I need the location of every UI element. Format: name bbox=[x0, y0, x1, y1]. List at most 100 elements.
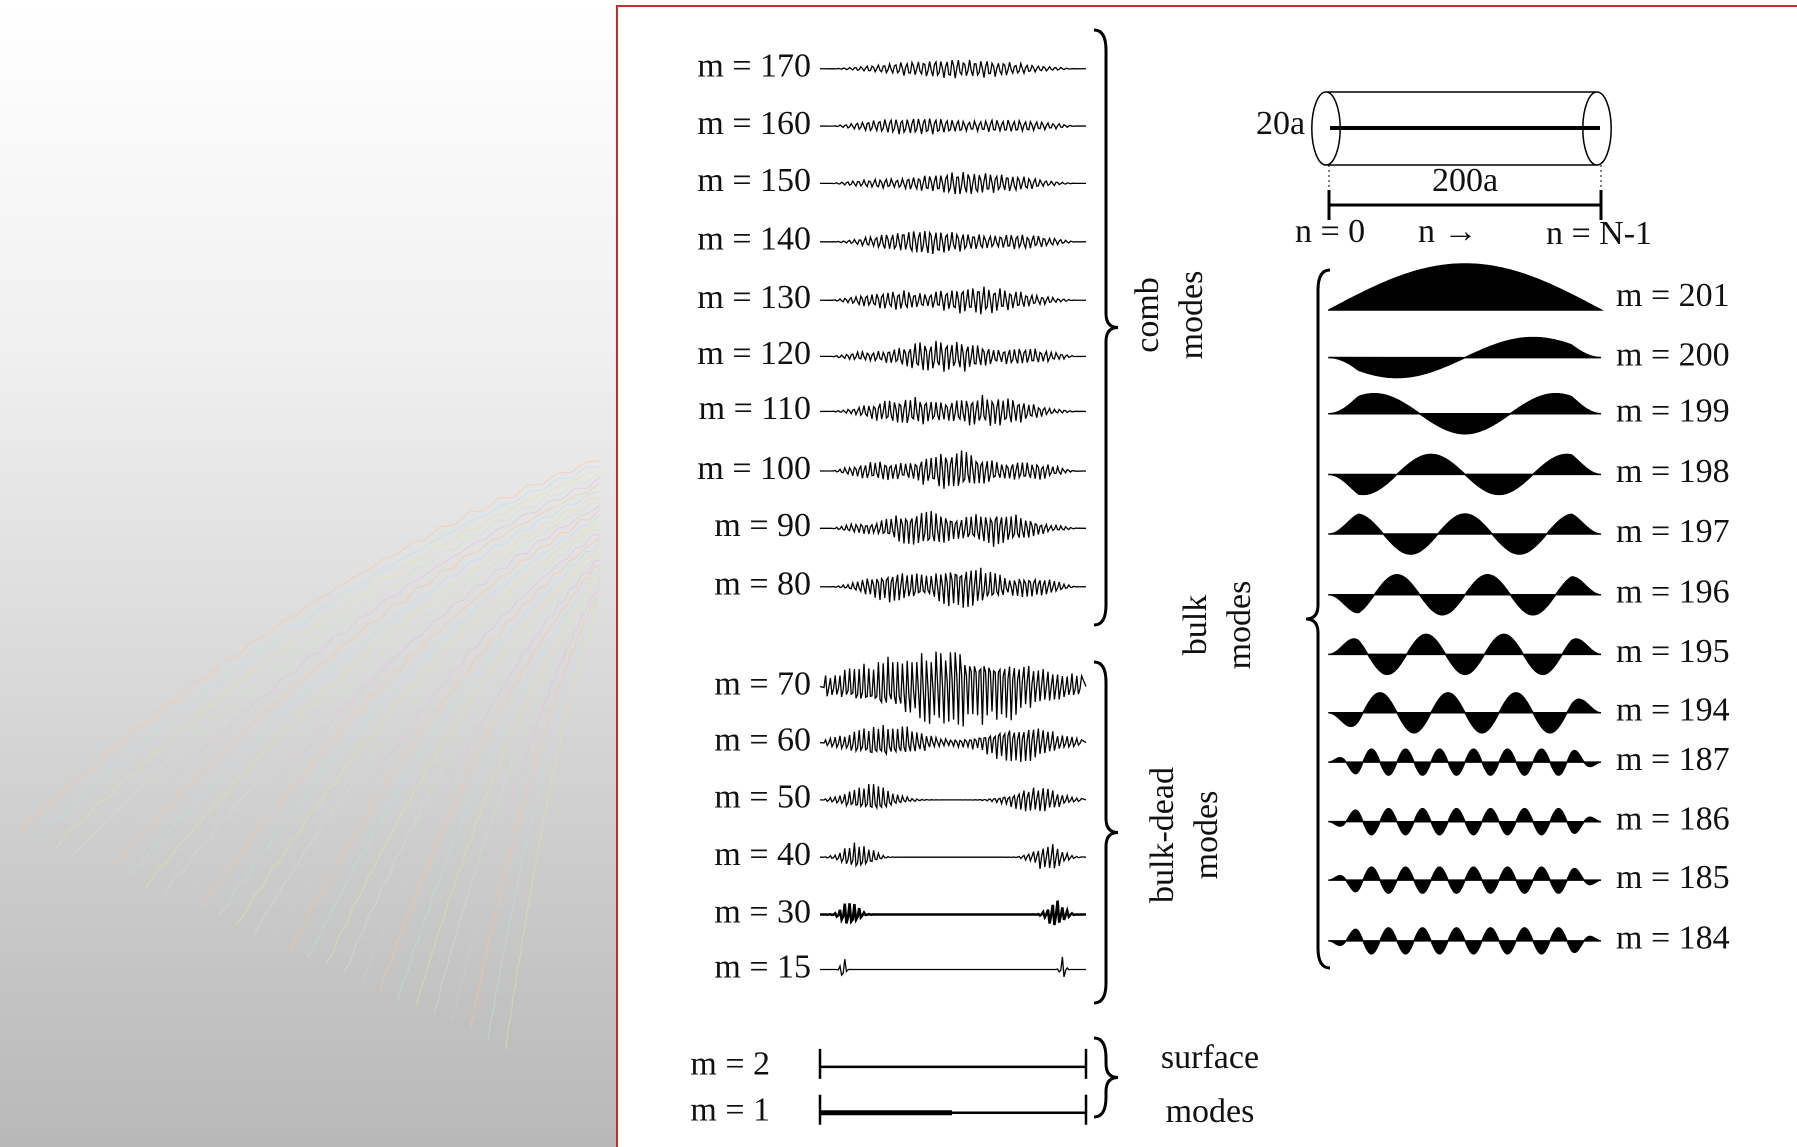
mode-label: m = 199 bbox=[1616, 393, 1730, 430]
mode-label: m = 196 bbox=[1616, 574, 1730, 611]
guide bbox=[1328, 165, 1602, 205]
mode-shape bbox=[1328, 392, 1602, 435]
mode-label: m = 197 bbox=[1616, 513, 1730, 550]
waveform bbox=[819, 956, 1087, 978]
group-label: modes bbox=[1173, 271, 1210, 360]
background-curve bbox=[397, 568, 601, 1001]
mode-shape bbox=[1328, 748, 1602, 776]
mode-shape bbox=[1328, 807, 1602, 836]
background-curve bbox=[469, 590, 601, 1030]
brace bbox=[1305, 268, 1331, 970]
waveform bbox=[819, 230, 1087, 254]
background-curve bbox=[235, 521, 601, 925]
background-curve bbox=[145, 497, 601, 889]
mode-label: m = 185 bbox=[1616, 859, 1730, 896]
brace bbox=[1093, 28, 1119, 627]
waveform bbox=[819, 395, 1087, 426]
waveform bbox=[819, 510, 1087, 547]
background-curve bbox=[163, 502, 601, 898]
waveform bbox=[819, 900, 1087, 926]
tube-label: 200a bbox=[1432, 162, 1498, 199]
mode-label: m = 201 bbox=[1616, 277, 1730, 314]
mode-shape bbox=[1328, 263, 1604, 312]
mode-label: m = 15 bbox=[714, 948, 811, 985]
mode-label: m = 100 bbox=[697, 450, 811, 487]
background-curve bbox=[109, 482, 601, 868]
mode-shape bbox=[1328, 927, 1602, 955]
mode-label: m = 198 bbox=[1616, 453, 1730, 490]
mode-shape bbox=[1328, 692, 1602, 734]
mode-label: m = 195 bbox=[1616, 633, 1730, 670]
mode-shape bbox=[1328, 453, 1602, 496]
waveform bbox=[818, 1048, 1088, 1079]
waveform bbox=[819, 172, 1087, 195]
waveform bbox=[819, 842, 1087, 869]
mode-label: m = 30 bbox=[714, 893, 811, 930]
waveform bbox=[819, 725, 1087, 763]
waveform bbox=[819, 450, 1087, 489]
background-curve bbox=[379, 565, 601, 993]
background-curve bbox=[181, 504, 601, 904]
background-curve bbox=[343, 551, 601, 972]
mode-label: m = 90 bbox=[714, 507, 811, 544]
mode-label: m = 120 bbox=[697, 335, 811, 372]
group-label: modes bbox=[1166, 1093, 1255, 1130]
group-label: comb bbox=[1129, 277, 1166, 353]
mode-shape bbox=[1328, 866, 1602, 894]
mode-shape bbox=[1328, 574, 1602, 616]
mode-label: m = 160 bbox=[697, 105, 811, 142]
mode-label: m = 40 bbox=[714, 836, 811, 873]
mode-label: m = 170 bbox=[697, 48, 811, 85]
mode-label: m = 2 bbox=[690, 1046, 770, 1083]
mode-label: m = 184 bbox=[1616, 920, 1730, 957]
group-label: modes bbox=[1188, 791, 1225, 880]
group-label: surface bbox=[1161, 1039, 1259, 1076]
background-curve bbox=[91, 476, 601, 861]
tube-label: n = N-1 bbox=[1546, 215, 1652, 252]
waveform bbox=[819, 118, 1087, 135]
mode-label: m = 80 bbox=[714, 566, 811, 603]
background-curve bbox=[253, 528, 601, 936]
background-curve bbox=[325, 544, 601, 964]
mode-label: m = 50 bbox=[714, 779, 811, 816]
mode-label: m = 60 bbox=[714, 721, 811, 758]
mode-label: m = 186 bbox=[1616, 800, 1730, 837]
tube-label: 20a bbox=[1256, 105, 1305, 142]
mode-shape bbox=[1328, 513, 1602, 555]
background-curve bbox=[433, 575, 601, 1012]
waveform bbox=[819, 340, 1087, 372]
background-curve bbox=[73, 472, 601, 855]
waveform bbox=[819, 567, 1087, 608]
background-curve bbox=[415, 571, 601, 1007]
group-label: modes bbox=[1221, 581, 1258, 670]
background-curve bbox=[289, 536, 601, 953]
tube-label: n → bbox=[1418, 213, 1478, 250]
waveform bbox=[819, 784, 1087, 812]
waveform bbox=[819, 286, 1087, 315]
mode-label: m = 194 bbox=[1616, 692, 1730, 729]
decorative-curves bbox=[19, 460, 601, 1049]
background-curve bbox=[451, 582, 601, 1020]
background-curve bbox=[361, 559, 601, 983]
group-label: bulk-dead bbox=[1144, 767, 1181, 903]
mode-label: m = 187 bbox=[1616, 741, 1730, 778]
background-curve bbox=[55, 470, 601, 849]
mode-label: m = 140 bbox=[697, 221, 811, 258]
mode-label: m = 200 bbox=[1616, 336, 1730, 373]
waveform bbox=[819, 59, 1087, 79]
background-curve bbox=[19, 460, 601, 831]
background-curve bbox=[199, 507, 601, 909]
brace bbox=[1093, 1036, 1119, 1119]
waveform bbox=[819, 651, 1087, 727]
background-curve bbox=[505, 600, 601, 1049]
mode-shape bbox=[1328, 336, 1602, 379]
background-curve bbox=[127, 490, 601, 878]
mode-label: m = 130 bbox=[697, 279, 811, 316]
group-label: bulk bbox=[1177, 595, 1214, 655]
background-curve bbox=[307, 539, 601, 958]
background-curve bbox=[271, 534, 601, 946]
background-curve bbox=[487, 596, 601, 1041]
background-curve bbox=[217, 513, 601, 916]
